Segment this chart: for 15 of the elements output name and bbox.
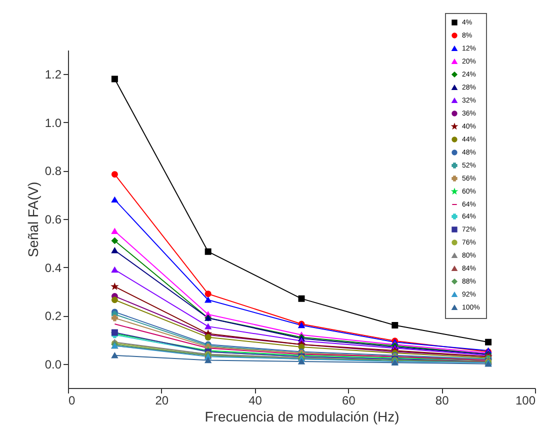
- y-tick-label: 0.4: [44, 260, 62, 275]
- x-tick-label: 40: [248, 394, 262, 408]
- y-tick-label: 0.6: [44, 212, 62, 226]
- y-tick-label: 0.0: [44, 357, 62, 372]
- x-tick-label: 0: [68, 394, 76, 408]
- y-tick-label: 0.8: [44, 164, 62, 178]
- y-tick-label: 0.2: [44, 309, 62, 324]
- y-tick-label: 1.2: [44, 68, 62, 82]
- y-tick-label: 1.0: [44, 116, 62, 130]
- y-axis-title: Señal FA(V): [24, 182, 41, 258]
- x-tick-label: 20: [155, 394, 169, 408]
- x-axis-title: Frecuencia de modulación (Hz): [204, 408, 400, 424]
- x-tick-label: 60: [342, 394, 356, 408]
- x-tick-label: 100: [515, 394, 536, 408]
- x-tick-label: 80: [435, 394, 450, 408]
